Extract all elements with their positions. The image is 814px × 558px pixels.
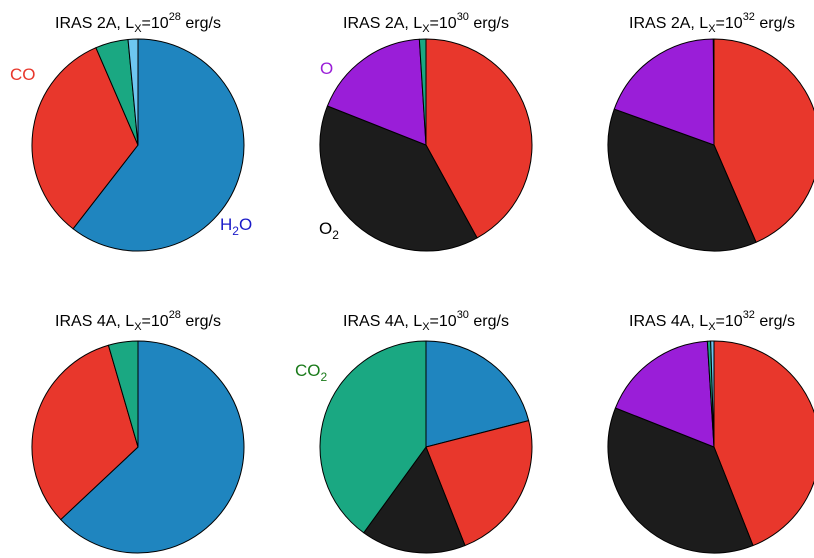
pie-title-suffix: erg/s (755, 15, 795, 32)
pie-label-o2: O2 (319, 219, 339, 242)
pie-title-suffix: erg/s (469, 313, 509, 330)
pie-title-sup: 30 (457, 309, 469, 321)
pie-title-sub: X (422, 321, 430, 333)
pie-slice-o (326, 38, 427, 146)
pie-slice-o (613, 38, 715, 146)
pie-slice-o2 (319, 105, 478, 252)
pie-title-prefix: IRAS 2A, L (343, 15, 422, 32)
pie-title-prefix: IRAS 4A, L (55, 313, 134, 330)
pie-slice-co (31, 344, 139, 521)
pie-title-sup: 28 (169, 11, 181, 23)
pie-title-sub: X (708, 321, 716, 333)
pie-slice-o (614, 340, 715, 448)
pie-title-sub: X (134, 321, 142, 333)
pie-title-suffix: erg/s (469, 15, 509, 32)
pie-title-prefix: IRAS 4A, L (343, 313, 422, 330)
pie-title-mid: =10 (430, 15, 457, 32)
pie-title-sub: X (422, 23, 430, 35)
pie-slice-co (425, 420, 533, 547)
pie-label-co2: CO2 (295, 361, 328, 384)
pie-slice-o2 (363, 446, 466, 554)
pie-panel-6: IRAS 4A, LX=1032 erg/s (607, 309, 814, 554)
pie-slice-o2 (607, 407, 754, 554)
pie-title-suffix: erg/s (181, 15, 221, 32)
pie-title-sup: 32 (743, 11, 755, 23)
pie-slice-co (425, 38, 533, 239)
pie-slice-other (127, 38, 139, 146)
pie-title-mid: =10 (142, 313, 169, 330)
pie-label-o: O (320, 59, 333, 78)
pie-label-co: CO (10, 65, 36, 84)
pie-slice-h2o (60, 340, 245, 554)
pie-panel-2: IRAS 2A, LX=1030 erg/s O O2 (319, 11, 533, 252)
pie-title-suffix: erg/s (181, 313, 221, 330)
pie-slice-o2 (607, 108, 757, 252)
pie-panel-4: IRAS 4A, LX=1028 erg/s (31, 309, 245, 554)
pie-title: IRAS 2A, LX=1032 erg/s (629, 11, 795, 35)
pie-title-mid: =10 (716, 15, 743, 32)
pie-title-mid: =10 (716, 313, 743, 330)
pie-slice-co2 (712, 38, 715, 146)
pie-title: IRAS 4A, LX=1032 erg/s (629, 309, 795, 333)
pie-title-prefix: IRAS 2A, L (55, 15, 134, 32)
pie-slice-co (713, 38, 814, 243)
pie-slice-h2o (72, 38, 245, 252)
pie-title-prefix: IRAS 2A, L (629, 15, 708, 32)
pie-slice-co2 (418, 38, 427, 146)
pie-slice-other (710, 340, 715, 448)
pie-title-sub: X (134, 23, 142, 35)
pie-slice-co (31, 47, 139, 230)
pie-title-sup: 32 (743, 309, 755, 321)
pie-slice-co (713, 340, 814, 547)
pie-title-sup: 28 (169, 309, 181, 321)
pie-panel-1: IRAS 2A, LX=1028 erg/s CO H2O (10, 11, 252, 252)
pie-title: IRAS 4A, LX=1028 erg/s (55, 309, 221, 333)
pie-title-suffix: erg/s (755, 313, 795, 330)
pie-title: IRAS 2A, LX=1030 erg/s (343, 11, 509, 35)
pie-title-mid: =10 (430, 313, 457, 330)
pie-title: IRAS 4A, LX=1030 erg/s (343, 309, 509, 333)
pie-slice-co2 (319, 340, 427, 534)
pie-slice-co2 (107, 340, 139, 448)
pie-title: IRAS 2A, LX=1028 erg/s (55, 11, 221, 35)
pie-label-h2o: H2O (220, 215, 252, 238)
pie-title-mid: =10 (142, 15, 169, 32)
pie-title-sup: 30 (457, 11, 469, 23)
pie-panel-3: IRAS 2A, LX=1032 erg/s (607, 11, 814, 252)
pie-title-prefix: IRAS 4A, L (629, 313, 708, 330)
pie-panel-5: IRAS 4A, LX=1030 erg/s CO2 (295, 309, 533, 554)
pie-title-sub: X (708, 23, 716, 35)
pie-slice-h2o (425, 340, 530, 448)
